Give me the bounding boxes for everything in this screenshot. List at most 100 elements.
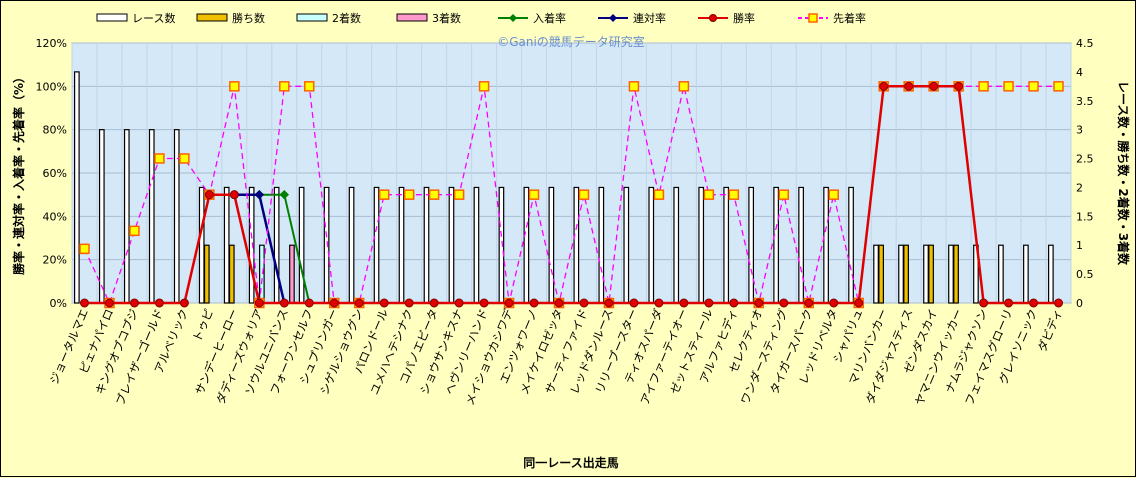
y-axis-title-right: レース数・勝ち数・2着数・3着数 <box>1116 81 1131 266</box>
point-6-30 <box>829 298 839 308</box>
bar-0-35 <box>948 244 954 304</box>
point-6-2 <box>129 298 139 308</box>
y-right-tick-label: 2 <box>1076 181 1083 194</box>
bar-1-5 <box>203 244 210 304</box>
bar-0-16 <box>473 186 480 304</box>
point-6-31 <box>854 298 864 308</box>
point-7-23 <box>653 189 665 200</box>
y-left-tick-label: 80% <box>43 124 67 137</box>
point-6-28 <box>779 298 789 308</box>
y-axis-title-left: 勝率・連対率・入着率・先着率（%） <box>11 71 26 275</box>
bar-0-2 <box>123 129 130 304</box>
point-7-24 <box>678 81 690 92</box>
point-6-1 <box>104 298 114 308</box>
legend-swatch-2 <box>296 13 328 22</box>
point-6-9 <box>304 298 314 308</box>
bar-0-34 <box>923 244 929 304</box>
point-7-26 <box>728 189 740 200</box>
legend-marker-6 <box>709 14 717 22</box>
point-6-27 <box>754 298 764 308</box>
bar-0-4 <box>173 129 180 304</box>
watermark: ©Ganiの競馬データ研究室 <box>497 34 645 49</box>
legend-label: 勝率 <box>733 11 755 25</box>
point-6-12 <box>379 298 389 308</box>
point-7-25 <box>703 189 715 200</box>
legend-label: レース数 <box>132 12 175 25</box>
bar-0-0 <box>73 71 80 304</box>
bar-0-12 <box>373 186 380 304</box>
bar-0-9 <box>298 186 305 304</box>
series-line-6 <box>84 85 1059 305</box>
legend-label: 連対率 <box>633 11 666 25</box>
y-right-tick-label: 3.5 <box>1076 95 1094 108</box>
category-label: トゥピ <box>190 307 216 344</box>
bar-0-24 <box>673 186 680 304</box>
bar-0-21 <box>598 186 605 304</box>
y-left-tick-label: 60% <box>43 167 67 180</box>
legend-label: 先着率 <box>833 11 866 25</box>
y-right-tick-label: 4.5 <box>1076 37 1094 50</box>
bar-0-7 <box>248 186 255 304</box>
bar-3-8 <box>289 244 295 304</box>
y-right-tick-label: 1 <box>1076 239 1083 252</box>
point-6-10 <box>329 298 339 308</box>
point-7-30 <box>828 189 839 200</box>
legend-label: 入着率 <box>533 11 566 25</box>
point-6-21 <box>604 298 614 308</box>
bar-0-28 <box>773 186 779 304</box>
x-axis-title: 同一レース出走馬 <box>523 455 618 470</box>
point-7-28 <box>778 189 790 200</box>
point-6-6 <box>229 190 239 200</box>
point-7-14 <box>428 189 440 200</box>
bar-1-33 <box>903 244 909 304</box>
point-6-38 <box>1029 298 1039 308</box>
point-7-9 <box>304 81 315 92</box>
legend-marker-4 <box>509 14 517 22</box>
point-6-11 <box>354 298 364 308</box>
y-left-tick-label: 0% <box>50 297 67 310</box>
point-6-26 <box>729 298 739 308</box>
point-6-8 <box>279 298 289 308</box>
bar-1-32 <box>878 244 884 304</box>
bar-1-34 <box>928 244 934 304</box>
point-6-4 <box>179 298 189 308</box>
legend-label: 3着数 <box>432 11 461 25</box>
bar-0-11 <box>348 186 355 304</box>
y-right-tick-label: 4 <box>1076 66 1083 79</box>
bar-0-27 <box>748 186 755 304</box>
point-7-18 <box>528 189 540 200</box>
bar-0-14 <box>423 186 430 304</box>
point-6-24 <box>679 298 689 308</box>
point-6-22 <box>629 298 639 308</box>
bar-0-37 <box>998 244 1004 304</box>
bar-0-39 <box>1048 244 1054 304</box>
point-6-29 <box>804 298 814 308</box>
point-6-33 <box>904 81 914 91</box>
point-7-20 <box>578 189 590 200</box>
point-7-12 <box>378 189 390 200</box>
bar-0-32 <box>873 244 879 304</box>
bar-0-26 <box>723 186 730 304</box>
y-right-tick-label: 2.5 <box>1076 153 1094 166</box>
legend-marker-7 <box>808 13 818 23</box>
point-7-36 <box>978 81 989 92</box>
bar-0-13 <box>398 186 405 304</box>
bar-0-29 <box>798 186 804 304</box>
point-6-3 <box>154 298 164 308</box>
bar-1-6 <box>228 244 235 304</box>
point-7-2 <box>129 225 140 237</box>
bar-0-8 <box>273 186 280 304</box>
point-7-38 <box>1028 81 1039 92</box>
point-6-16 <box>479 298 489 308</box>
point-6-36 <box>979 298 989 308</box>
point-6-5 <box>204 190 214 200</box>
point-6-39 <box>1054 298 1064 308</box>
bar-2-7 <box>259 244 265 304</box>
point-6-20 <box>579 298 589 308</box>
point-7-39 <box>1053 81 1064 92</box>
bar-0-5 <box>198 186 205 304</box>
y-left-tick-label: 100% <box>36 80 67 93</box>
y-left-tick-label: 20% <box>43 254 67 267</box>
